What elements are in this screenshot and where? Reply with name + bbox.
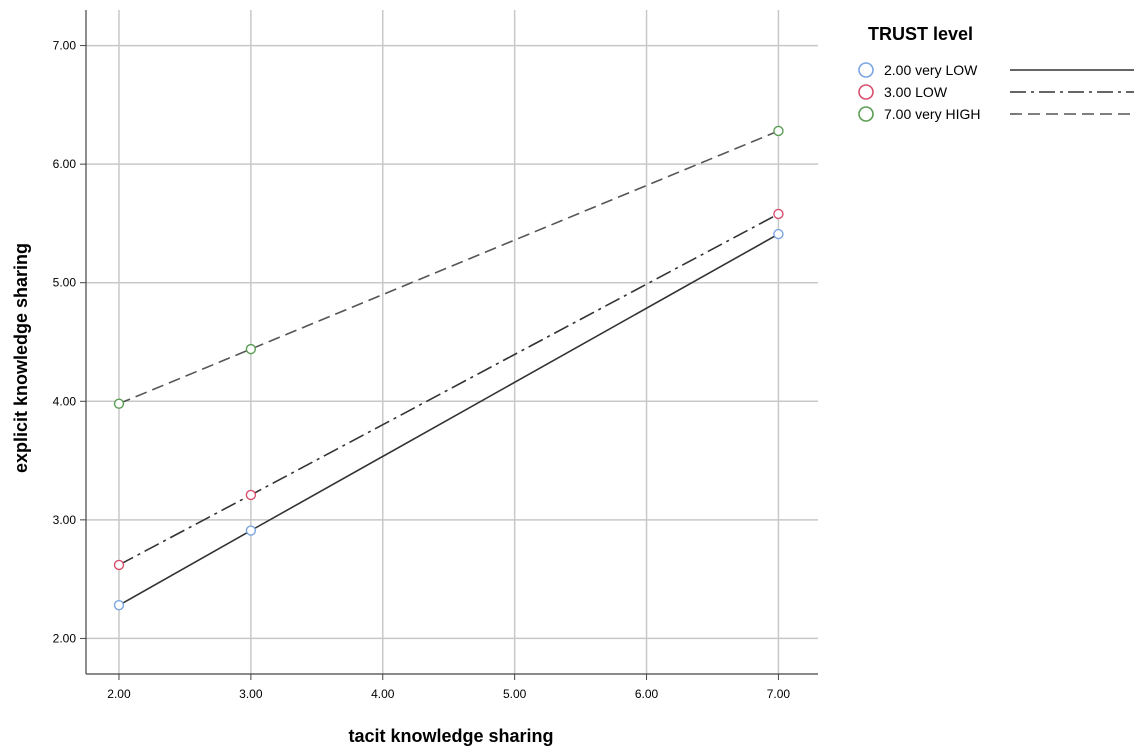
y-tick-label-2: 4.00 (53, 394, 77, 408)
x-axis-title: tacit knowledge sharing (348, 726, 553, 746)
data-point-2-1 (245, 343, 257, 355)
data-point-0-1 (245, 525, 257, 536)
series-line-0 (118, 233, 779, 606)
data-point-1-1 (245, 489, 257, 501)
legend-marker-2 (858, 106, 874, 122)
legend-marker-0 (858, 62, 874, 78)
legend-items: 2.00 very LOW 3.00 LOW 7.00 very HIGH (858, 62, 1134, 122)
x-tick-label-1: 3.00 (239, 687, 263, 701)
x-tick-labels: 2.00 3.00 4.00 5.00 6.00 7.00 (107, 687, 790, 701)
data-point-0-0 (113, 600, 125, 611)
y-tick-label-3: 5.00 (53, 276, 77, 290)
y-axis-title: explicit knowledge sharing (11, 243, 31, 473)
legend-label-0: 2.00 very LOW (884, 62, 978, 78)
legend-marker-1 (858, 84, 874, 100)
x-tick-label-3: 5.00 (503, 687, 527, 701)
data-point-1-2 (773, 208, 784, 220)
series-lines (118, 130, 779, 606)
y-tick-label-0: 2.00 (53, 631, 77, 645)
x-tick-label-0: 2.00 (107, 687, 131, 701)
legend-title: TRUST level (868, 24, 973, 44)
data-point-2-2 (773, 125, 784, 137)
y-tick-label-5: 7.00 (53, 39, 77, 53)
legend-label-1: 3.00 LOW (884, 84, 948, 100)
x-tick-label-2: 4.00 (371, 687, 395, 701)
y-tick-label-4: 6.00 (53, 157, 77, 171)
axes (80, 10, 818, 680)
series-line-1 (118, 213, 779, 566)
data-point-0-2 (773, 228, 784, 240)
x-tick-label-5: 7.00 (767, 687, 791, 701)
legend: TRUST level 2.00 very LOW 3.00 LOW 7.00 ve… (858, 24, 1134, 122)
legend-label-2: 7.00 very HIGH (884, 106, 980, 122)
data-point-2-0 (113, 398, 125, 409)
x-tick-label-4: 6.00 (635, 687, 659, 701)
series-line-2 (118, 130, 779, 405)
y-tick-labels: 2.00 3.00 4.00 5.00 6.00 7.00 (53, 39, 77, 646)
data-point-1-0 (113, 559, 125, 571)
grid-lines (86, 10, 818, 674)
data-points (113, 125, 784, 611)
y-tick-label-1: 3.00 (53, 513, 77, 527)
